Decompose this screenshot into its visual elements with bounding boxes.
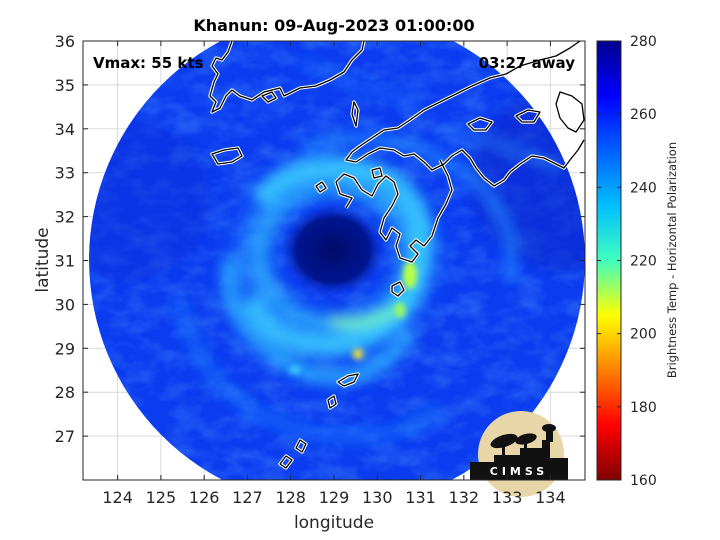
storm-eye [281, 204, 385, 296]
y-axis-label: latitude [33, 227, 53, 292]
microwave-swath [89, 41, 585, 480]
x-tick-label: 125 [146, 488, 177, 507]
x-axis-label: longitude [294, 513, 374, 533]
x-tick-label: 133 [492, 488, 523, 507]
y-tick-label: 34 [55, 120, 75, 139]
coastline-path [555, 91, 585, 133]
colorbar-tick-label: 160 [630, 473, 657, 489]
colorbar-tick-label: 280 [630, 34, 657, 50]
cimss-logo: CIMSS [470, 411, 568, 497]
y-tick-label: 30 [55, 295, 75, 314]
x-tick-label: 128 [275, 488, 306, 507]
y-tick-label: 28 [55, 383, 75, 402]
coastline-path [279, 455, 293, 469]
y-tick-label: 36 [55, 32, 75, 51]
y-tick-label: 31 [55, 252, 75, 271]
away-label: 03:27 away [479, 54, 576, 72]
chart-title: Khanun: 09-Aug-2023 01:00:00 [193, 16, 474, 35]
y-tick-label: 29 [55, 339, 75, 358]
x-tick-label: 130 [362, 488, 393, 507]
logo-text: CIMSS [490, 465, 548, 478]
vmax-label: Vmax: 55 kts [93, 54, 203, 72]
y-tick-label: 27 [55, 427, 75, 446]
convective-cells [289, 261, 417, 374]
colorbar-tick-label: 220 [630, 254, 657, 270]
y-tick-label: 32 [55, 208, 75, 227]
plot-area: CIMSS 124 125 126 127 128 129 130 131 132 133 134 2… [55, 32, 586, 507]
x-tick-label: 134 [535, 488, 566, 507]
colorbar-ticks: 160 180 200 220 240 260 280 [597, 34, 657, 489]
colorbar-label: Brightness Temp - Horizontal Polarizatio… [665, 142, 679, 378]
coastline-path [467, 117, 493, 131]
coastline-path [211, 147, 243, 165]
colorbar-tick-label: 260 [630, 107, 657, 123]
x-tick-label: 131 [405, 488, 436, 507]
colorbar-tick-label: 200 [630, 327, 657, 343]
coastline-path [371, 167, 383, 179]
coastline-path [209, 41, 365, 113]
x-tick-label: 132 [449, 488, 480, 507]
coastline-path [391, 281, 405, 297]
colorbar-tick-label: 240 [630, 180, 657, 196]
colorbar: 160 180 200 220 240 260 280 Brightness Temp - … [596, 34, 679, 489]
axis-ticks: 124 125 126 127 128 129 130 131 132 133 134 27 28 29 3… [55, 32, 585, 507]
coastlines [208, 41, 585, 470]
colorbar-tick-label: 180 [630, 400, 657, 416]
coastline-path [315, 181, 327, 193]
coastline-path [327, 395, 337, 409]
coastline-path [351, 101, 359, 127]
coastline-path [261, 91, 277, 103]
x-tick-label: 129 [319, 488, 350, 507]
coastline-path [335, 159, 453, 263]
y-tick-label: 33 [55, 164, 75, 183]
coastline-path [515, 109, 541, 123]
x-tick-label: 126 [189, 488, 220, 507]
coastline-path [345, 41, 585, 187]
coastline-path [337, 373, 359, 387]
coastline-path [295, 439, 307, 453]
x-tick-label: 124 [102, 488, 133, 507]
x-tick-label: 127 [232, 488, 263, 507]
y-tick-label: 35 [55, 76, 75, 95]
